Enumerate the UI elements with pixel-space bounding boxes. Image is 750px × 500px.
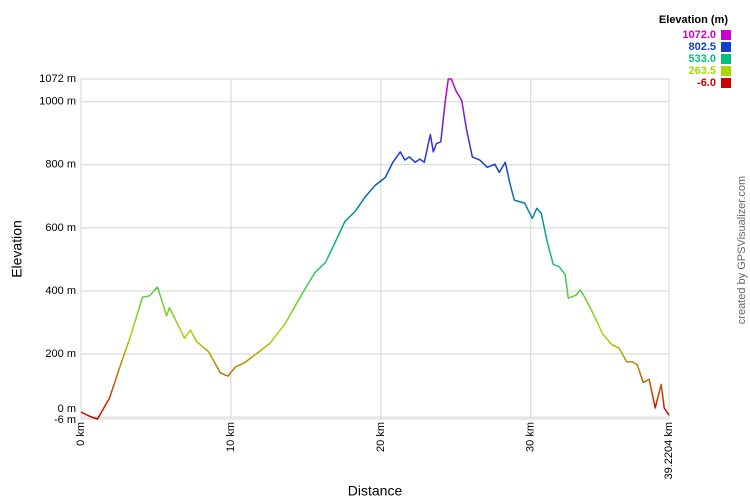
legend-title: Elevation (m) xyxy=(659,14,728,26)
x-tick-label: 0 km xyxy=(75,422,87,446)
credit: created by GPSVisualizer.com xyxy=(736,176,748,324)
y-tick-label: 1072 m xyxy=(39,73,76,85)
legend-label: 1072.0 xyxy=(682,29,716,41)
x-tick-label: 10 km xyxy=(225,422,237,452)
x-tick-label: 39.2204 km xyxy=(663,422,675,479)
y-tick-label: -6 m xyxy=(54,414,76,426)
y-axis-title: Elevation xyxy=(9,220,25,278)
y-tick-label: 400 m xyxy=(45,285,76,297)
y-tick-label: 800 m xyxy=(45,159,76,171)
x-axis-title: Distance xyxy=(348,483,403,499)
legend-swatch xyxy=(721,42,731,52)
legend-label: -6.0 xyxy=(697,77,716,89)
x-tick-label: 30 km xyxy=(525,422,537,452)
legend-label: 533.0 xyxy=(688,53,716,65)
legend-label: 263.5 xyxy=(688,65,716,77)
y-tick-label: 200 m xyxy=(45,348,76,360)
y-tick-label: 0 m xyxy=(58,403,76,415)
plot-frame xyxy=(80,78,670,420)
legend-swatch xyxy=(721,78,731,88)
legend-swatch xyxy=(721,66,731,76)
y-tick-label: 600 m xyxy=(45,222,76,234)
y-tick-label: 1000 m xyxy=(39,96,76,108)
legend-label: 802.5 xyxy=(688,41,716,53)
elevation-line xyxy=(80,78,670,420)
x-tick-label: 20 km xyxy=(375,422,387,452)
legend-swatch xyxy=(721,30,731,40)
legend-swatch xyxy=(721,54,731,64)
